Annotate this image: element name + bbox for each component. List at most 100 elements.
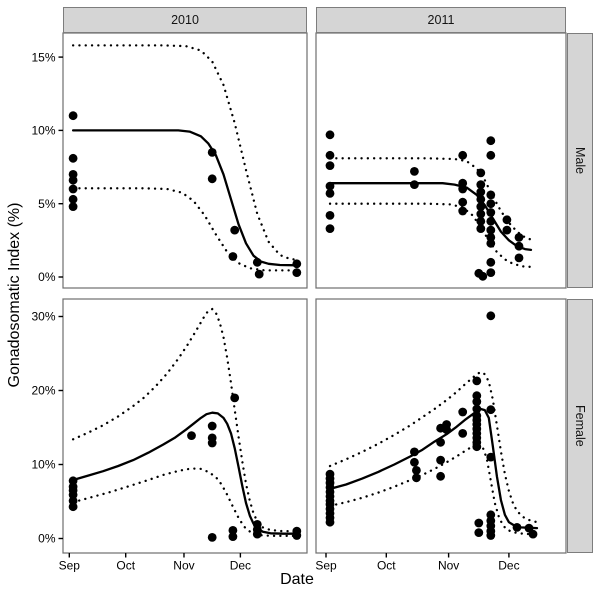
facet-strip-male: Male — [567, 33, 593, 288]
data-point — [207, 174, 217, 184]
data-point — [474, 528, 484, 537]
x-tick-label: Dec — [230, 559, 251, 573]
data-point — [292, 259, 302, 269]
data-point — [458, 206, 468, 216]
data-point — [486, 216, 496, 226]
panel-background — [63, 33, 307, 288]
data-point — [68, 202, 78, 212]
panel-background — [316, 33, 566, 288]
data-point — [68, 184, 78, 194]
x-tick-label: Sep — [59, 559, 81, 573]
data-point — [476, 216, 486, 226]
data-point — [486, 136, 496, 146]
data-point — [486, 238, 496, 248]
data-point — [472, 397, 482, 406]
data-point — [458, 407, 468, 417]
data-point — [486, 150, 496, 160]
upper-band-line — [71, 307, 300, 533]
data-point — [486, 452, 496, 462]
data-point — [528, 529, 538, 539]
data-point — [68, 194, 78, 204]
data-point — [410, 457, 419, 467]
y-axis-title: Gonadosomatic Index (%) — [6, 202, 23, 388]
data-point — [207, 148, 217, 157]
data-point — [292, 268, 302, 277]
data-point — [476, 202, 486, 212]
data-point — [502, 215, 512, 225]
data-point — [292, 531, 302, 540]
panel-2010-male — [63, 33, 307, 288]
data-point — [486, 190, 496, 200]
panel-border — [62, 32, 308, 289]
data-point — [410, 180, 419, 190]
lower-band-line — [71, 467, 300, 538]
data-point — [476, 209, 486, 219]
x-axis-title: Date — [280, 571, 314, 588]
data-point — [502, 225, 512, 235]
data-point — [412, 466, 421, 475]
data-point — [472, 376, 482, 386]
data-point — [458, 197, 468, 207]
x-tick-label: Oct — [377, 559, 396, 573]
facet-strip-year-2010: 2010 — [63, 7, 307, 33]
panel-border — [315, 32, 567, 289]
data-point — [68, 111, 78, 121]
data-point — [514, 233, 524, 242]
data-point — [252, 529, 262, 539]
fit-line — [71, 129, 300, 267]
panel-background — [63, 299, 307, 553]
data-point — [458, 150, 468, 160]
data-point — [254, 269, 264, 279]
data-point — [436, 437, 445, 447]
data-point — [486, 405, 496, 415]
data-point — [486, 225, 496, 235]
y-tick-label: 5% — [38, 197, 56, 211]
data-point — [474, 518, 484, 528]
facet-strip-year-2011: 2011 — [316, 7, 566, 33]
data-point — [410, 447, 419, 457]
data-point — [478, 271, 488, 281]
data-point — [476, 180, 486, 190]
data-point — [325, 130, 335, 140]
y-tick-label: 0% — [38, 532, 56, 546]
upper-band-line — [328, 157, 535, 242]
facet-strip-female: Female — [567, 299, 593, 553]
data-point — [207, 533, 217, 542]
data-point — [514, 253, 524, 263]
y-tick-label: 20% — [31, 384, 55, 398]
data-point — [228, 526, 238, 535]
y-tick-label: 30% — [31, 310, 55, 324]
data-point — [476, 224, 486, 234]
data-point — [486, 268, 496, 277]
data-point — [486, 208, 496, 217]
data-point — [325, 517, 335, 527]
data-point — [230, 393, 240, 403]
data-point — [228, 532, 238, 541]
data-point — [68, 175, 78, 185]
upper-band-line — [71, 44, 300, 262]
panel-border — [62, 298, 308, 554]
upper-band-line — [328, 370, 539, 524]
panel-border — [315, 298, 567, 554]
data-point — [325, 189, 335, 198]
data-point — [68, 502, 78, 512]
data-point — [486, 311, 496, 321]
x-tick-label: Nov — [438, 559, 459, 573]
data-point — [458, 184, 468, 194]
x-tick-label: Oct — [116, 559, 135, 573]
data-point — [325, 181, 335, 191]
data-point — [472, 404, 482, 414]
data-point — [476, 168, 486, 178]
data-point — [207, 438, 217, 448]
panel-2011-female — [316, 299, 566, 553]
data-point — [512, 523, 522, 532]
data-point — [476, 194, 486, 204]
panel-2011-male — [316, 33, 566, 288]
data-point — [68, 153, 78, 163]
x-tick-label: Nov — [173, 559, 194, 573]
data-point — [325, 211, 335, 220]
data-point — [472, 442, 482, 452]
data-point — [410, 167, 419, 176]
